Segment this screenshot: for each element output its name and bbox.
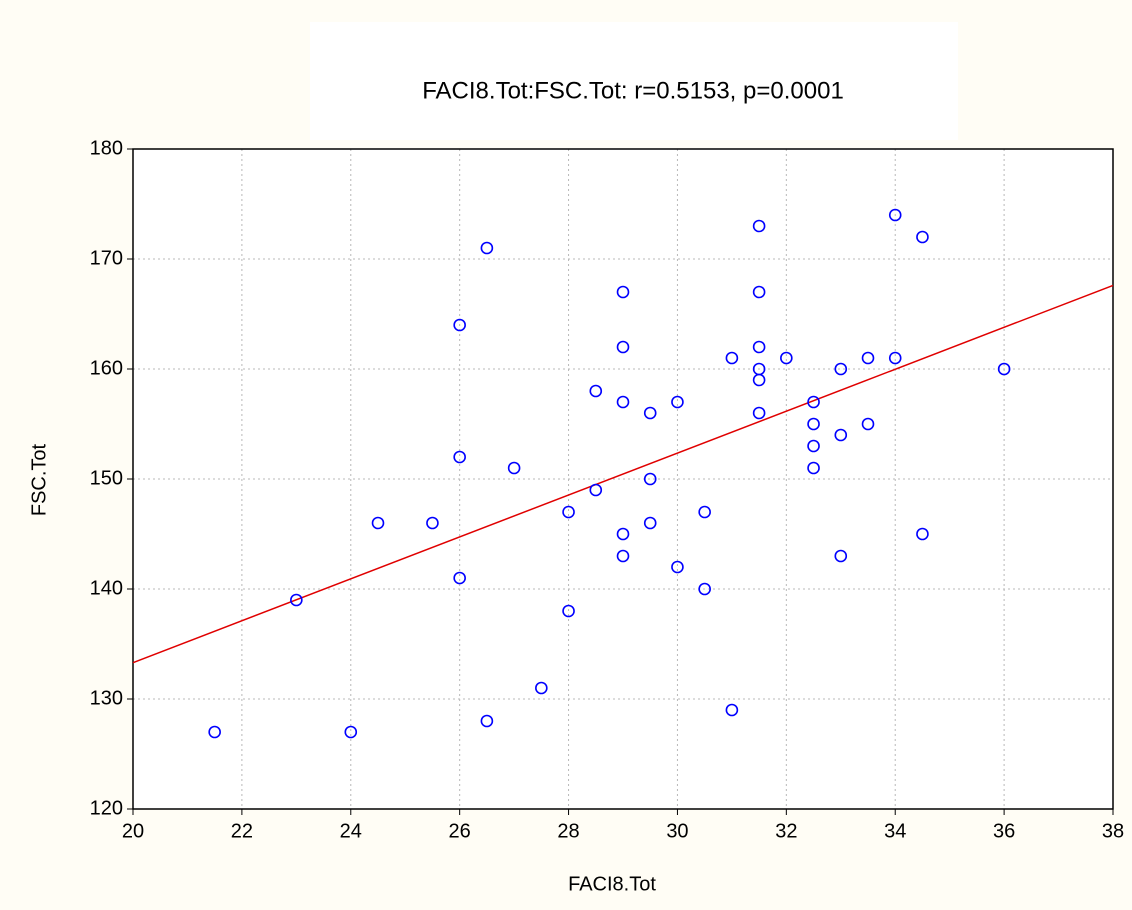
x-tick-label: 24	[340, 820, 362, 842]
point	[589, 384, 603, 398]
y-tick-label: 180	[90, 137, 123, 159]
plot-frame	[132, 148, 1114, 810]
point	[752, 406, 766, 420]
point	[371, 516, 385, 530]
x-tick-label: 34	[884, 820, 906, 842]
point	[834, 428, 848, 442]
point	[752, 285, 766, 299]
x-axis-label: FACI8.Tot	[568, 873, 656, 895]
point	[752, 373, 766, 387]
title-box	[310, 22, 958, 140]
point	[698, 505, 711, 519]
point	[861, 351, 875, 365]
y-tick-label: 170	[90, 247, 123, 269]
point	[480, 714, 494, 728]
point	[916, 527, 929, 541]
chart-title: FACI8.Tot:FSC.Tot: r=0.5153, p=0.0001	[422, 77, 844, 104]
point	[807, 439, 820, 453]
point	[616, 285, 630, 299]
point	[807, 395, 820, 409]
point	[562, 604, 575, 618]
x-tick-label: 38	[1102, 820, 1124, 842]
point	[616, 549, 630, 563]
point	[671, 560, 684, 574]
point	[480, 241, 494, 255]
point	[290, 593, 303, 607]
x-tick-label: 30	[666, 820, 688, 842]
point	[834, 549, 848, 563]
point	[507, 461, 521, 475]
point	[616, 527, 630, 541]
point	[807, 417, 820, 431]
y-tick-label: 130	[90, 687, 123, 709]
point	[535, 681, 548, 695]
point	[888, 208, 902, 222]
point	[861, 417, 875, 431]
point	[643, 406, 657, 420]
point	[453, 318, 466, 332]
point	[562, 505, 575, 519]
point	[453, 571, 466, 585]
y-tick-label: 140	[90, 577, 123, 599]
point	[453, 450, 466, 464]
point	[671, 395, 684, 409]
point	[643, 472, 657, 486]
point	[344, 725, 358, 739]
point	[698, 582, 711, 596]
y-tick-label: 120	[90, 797, 123, 819]
point	[752, 219, 766, 233]
point	[725, 703, 739, 717]
point	[997, 362, 1011, 376]
point	[916, 230, 929, 244]
x-tick-label: 20	[122, 820, 144, 842]
point	[725, 351, 739, 365]
point	[616, 395, 630, 409]
point	[616, 340, 630, 354]
x-tick-label: 36	[993, 820, 1015, 842]
y-tick-label: 160	[90, 357, 123, 379]
point	[888, 351, 902, 365]
point	[208, 725, 221, 739]
fit-line	[132, 284, 1114, 664]
x-tick-label: 22	[231, 820, 253, 842]
y-tick-label: 150	[90, 467, 123, 489]
point	[834, 362, 848, 376]
point	[643, 516, 657, 530]
y-axis-label: FSC.Tot	[28, 443, 50, 516]
point	[752, 340, 766, 354]
point	[589, 483, 603, 497]
x-tick-label: 28	[557, 820, 579, 842]
x-tick-label: 26	[449, 820, 471, 842]
point	[426, 516, 439, 530]
point	[807, 461, 820, 475]
point	[780, 351, 793, 365]
x-tick-label: 32	[775, 820, 797, 842]
